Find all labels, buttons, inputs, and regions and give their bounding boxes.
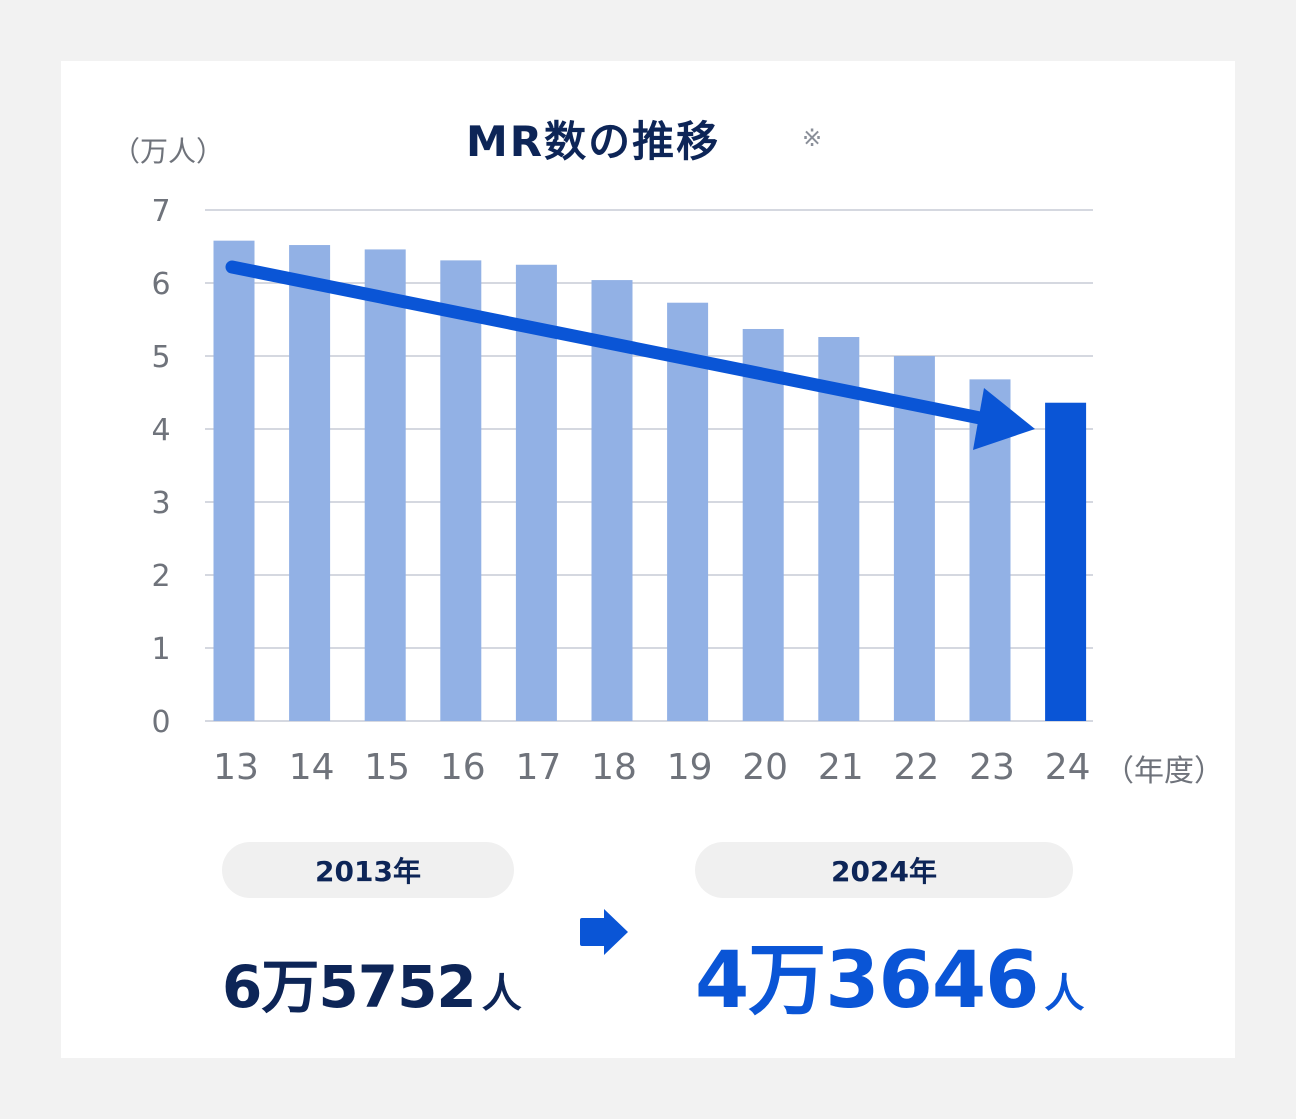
trend-arrow-line [225, 260, 997, 427]
y-tick-label: 4 [151, 413, 170, 448]
bar-20 [742, 328, 784, 721]
x-tick-label: 24 [1045, 747, 1091, 788]
bar-21 [818, 337, 860, 721]
end-value: 4万3646 人 [695, 918, 1084, 1030]
x-axis-unit: （年度） [1104, 754, 1224, 789]
bar-13 [213, 240, 255, 721]
x-tick-label: 22 [893, 747, 939, 788]
note-mark: ※ [802, 124, 823, 152]
bar-14 [289, 245, 331, 722]
y-tick-label: 6 [151, 267, 170, 302]
y-tick-label: 5 [151, 340, 170, 375]
bar-19 [667, 302, 709, 721]
end-value-number: 4万3646 [695, 936, 1039, 1026]
x-tick-label: 17 [515, 747, 561, 788]
y-tick-label: 0 [151, 705, 170, 740]
end-value-unit: 人 [1044, 971, 1084, 1017]
x-tick-label: 20 [742, 747, 788, 788]
chart-title: MR数の推移 [466, 117, 721, 166]
bar-15 [364, 249, 406, 722]
bar-17 [515, 264, 557, 721]
start-value-number: 6万5752 [222, 953, 477, 1021]
bar-24 [1045, 402, 1087, 721]
x-tick-label: 19 [667, 747, 713, 788]
y-tick-label: 2 [151, 559, 170, 594]
y-axis-unit: （万人） [112, 135, 225, 168]
start-year-pill: 2013年 [222, 842, 514, 898]
start-value-unit: 人 [481, 971, 522, 1017]
bar-18 [591, 280, 633, 721]
start-value: 6万5752 人 [222, 940, 522, 1024]
right-arrow-icon [580, 909, 628, 955]
x-tick-label: 23 [969, 747, 1015, 788]
y-tick-label: 7 [151, 194, 170, 229]
y-tick-label: 3 [151, 486, 170, 521]
x-tick-label: 14 [289, 747, 335, 788]
x-tick-label: 15 [364, 747, 410, 788]
x-tick-label: 18 [591, 747, 637, 788]
x-tick-label: 21 [818, 747, 864, 788]
y-tick-label: 1 [151, 632, 170, 667]
x-tick-label: 16 [440, 747, 486, 788]
bar-22 [893, 356, 935, 721]
x-tick-label: 13 [213, 747, 259, 788]
trend-arrow-head-icon [973, 388, 1035, 450]
end-year-pill: 2024年 [695, 842, 1073, 898]
bar-16 [440, 260, 482, 721]
